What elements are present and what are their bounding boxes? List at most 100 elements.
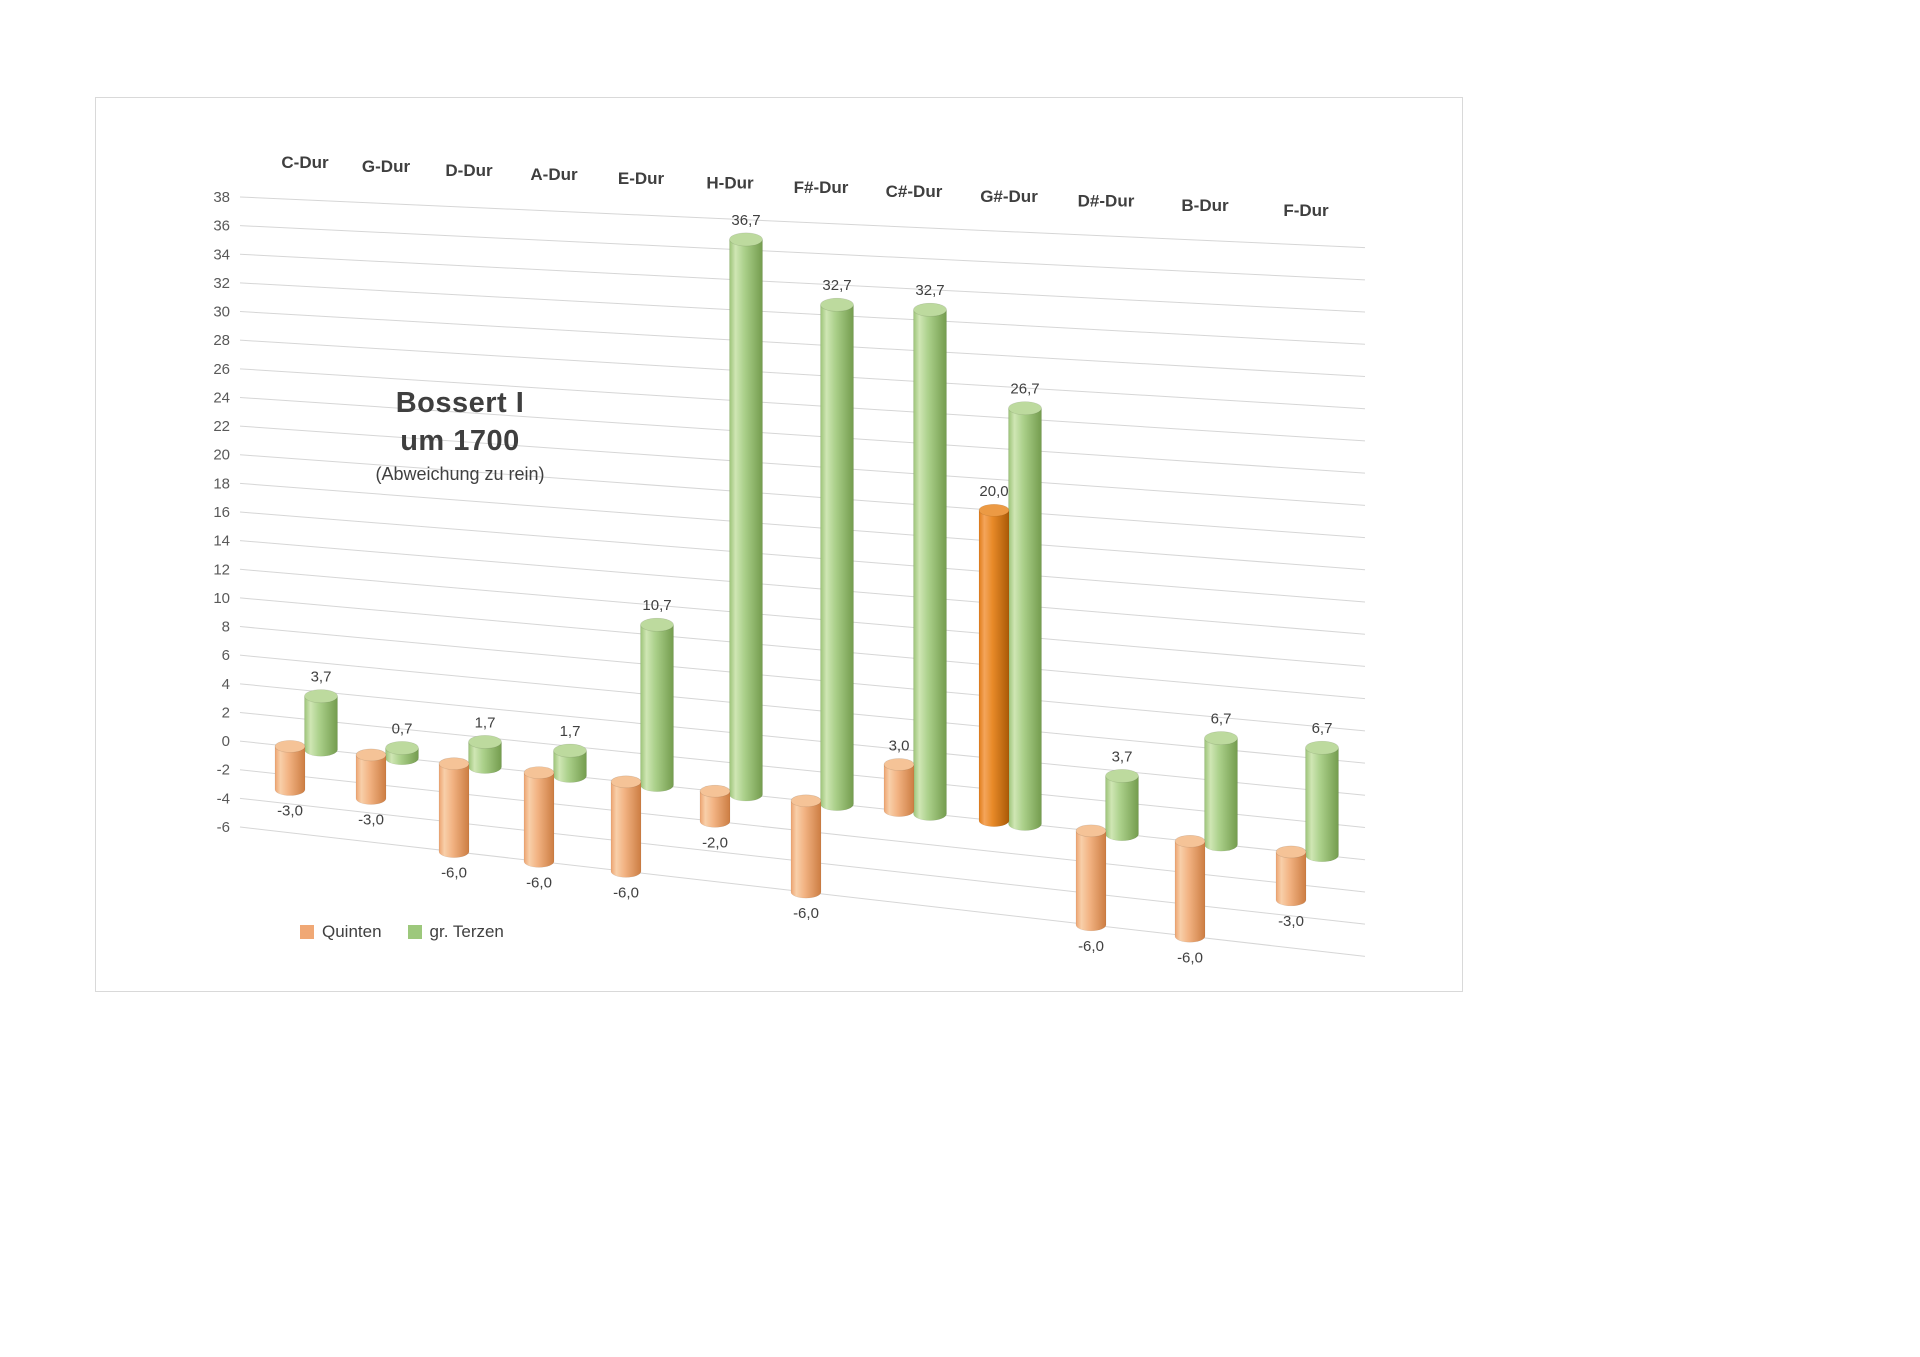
svg-text:1,7: 1,7	[475, 714, 496, 731]
svg-text:8: 8	[222, 619, 230, 636]
svg-text:C#-Dur: C#-Dur	[886, 182, 943, 201]
svg-text:20,0: 20,0	[979, 483, 1008, 500]
legend-item-quinten: Quinten	[300, 922, 382, 942]
svg-text:3,7: 3,7	[1112, 748, 1133, 765]
svg-text:-6,0: -6,0	[1078, 938, 1104, 955]
bar-quinten-H-Dur	[699, 784, 731, 828]
svg-text:10: 10	[213, 590, 230, 607]
svg-text:-6,0: -6,0	[1177, 949, 1203, 966]
svg-text:-6,0: -6,0	[441, 865, 467, 882]
svg-text:H-Dur: H-Dur	[706, 173, 754, 192]
bar-terzen-H-Dur	[729, 232, 763, 802]
svg-text:3,7: 3,7	[311, 669, 332, 686]
bar-quinten-G#-Dur	[978, 503, 1010, 827]
svg-text:6: 6	[222, 647, 230, 664]
gridline	[239, 368, 1366, 442]
gridline	[239, 425, 1366, 506]
bar-terzen-A-Dur	[553, 743, 587, 783]
svg-text:-6,0: -6,0	[526, 874, 552, 891]
svg-text:12: 12	[213, 561, 230, 578]
gridline	[239, 311, 1366, 377]
svg-text:30: 30	[213, 304, 230, 321]
bar-terzen-G-Dur	[385, 741, 419, 766]
svg-text:36: 36	[213, 218, 230, 235]
svg-text:16: 16	[213, 504, 230, 521]
legend-label-quinten: Quinten	[322, 922, 382, 941]
bar-quinten-E-Dur	[610, 775, 642, 878]
svg-text:26: 26	[213, 361, 230, 378]
svg-text:32,7: 32,7	[915, 282, 944, 299]
svg-text:34: 34	[213, 246, 230, 263]
bars	[274, 232, 1339, 943]
svg-text:-3,0: -3,0	[358, 811, 384, 828]
legend-label-terzen: gr. Terzen	[429, 922, 504, 941]
svg-text:0,7: 0,7	[392, 720, 413, 737]
svg-text:-2,0: -2,0	[702, 834, 728, 851]
svg-text:18: 18	[213, 475, 230, 492]
legend-swatch-terzen-icon	[407, 925, 422, 939]
bar-terzen-C#-Dur	[913, 302, 947, 821]
bar-terzen-B-Dur	[1204, 731, 1238, 852]
svg-text:3,0: 3,0	[889, 737, 910, 754]
svg-text:B-Dur: B-Dur	[1181, 196, 1229, 215]
y-axis-labels: -6-4-20246810121416182022242628303234363…	[213, 189, 230, 836]
gridline	[239, 711, 1366, 829]
bar-terzen-D-Dur	[468, 735, 502, 774]
chart-subtitle: (Abweichung zu rein)	[375, 464, 545, 484]
svg-text:F#-Dur: F#-Dur	[794, 178, 849, 197]
svg-text:-2: -2	[217, 762, 230, 779]
svg-text:32: 32	[213, 275, 230, 292]
bar-quinten-A-Dur	[523, 766, 555, 868]
legend-item-terzen: gr. Terzen	[407, 922, 504, 942]
gridline	[239, 683, 1366, 796]
chart-title-line1: Bossert I	[395, 387, 525, 419]
chart-title-line2: um 1700	[400, 425, 520, 457]
svg-text:1,7: 1,7	[560, 723, 581, 740]
chart-legend: Quinten gr. Terzen	[300, 922, 504, 942]
gridline	[239, 225, 1366, 281]
bar-terzen-F#-Dur	[820, 297, 854, 811]
bar-quinten-G-Dur	[355, 748, 387, 805]
chart-title-block: Bossert I um 1700 (Abweichung zu rein)	[310, 384, 610, 485]
gridline	[239, 396, 1366, 474]
bar-terzen-D#-Dur	[1105, 769, 1139, 841]
svg-text:28: 28	[213, 332, 230, 349]
bar-quinten-D#-Dur	[1075, 824, 1107, 932]
bar-terzen-G#-Dur	[1008, 401, 1042, 831]
gridline	[239, 454, 1366, 539]
bar-quinten-F-Dur	[1275, 845, 1307, 907]
bar-terzen-E-Dur	[640, 617, 674, 792]
bar-terzen-C-Dur	[304, 689, 338, 757]
svg-text:24: 24	[213, 389, 230, 406]
gridline	[239, 654, 1366, 764]
bar-quinten-C#-Dur	[883, 758, 915, 817]
svg-text:10,7: 10,7	[642, 597, 671, 614]
svg-text:20: 20	[213, 447, 230, 464]
gridline	[239, 626, 1366, 732]
svg-text:14: 14	[213, 533, 230, 550]
gridline	[239, 196, 1366, 249]
bar-quinten-C-Dur	[274, 740, 306, 796]
svg-text:F-Dur: F-Dur	[1283, 201, 1329, 220]
legend-swatch-quinten-icon	[300, 925, 314, 939]
svg-text:32,7: 32,7	[822, 277, 851, 294]
svg-text:36,7: 36,7	[731, 212, 760, 229]
svg-text:-6: -6	[217, 819, 230, 836]
svg-text:A-Dur: A-Dur	[530, 165, 578, 184]
svg-text:G#-Dur: G#-Dur	[980, 187, 1038, 206]
gridline	[239, 597, 1366, 700]
gridline	[239, 540, 1366, 635]
svg-text:E-Dur: E-Dur	[618, 169, 665, 188]
bar-quinten-F#-Dur	[790, 794, 822, 899]
gridline	[239, 511, 1366, 603]
svg-text:38: 38	[213, 189, 230, 206]
svg-text:-4: -4	[217, 790, 230, 807]
value-labels: 3,7 -3,0 0,7 -3,0 1,7 -6,0 1,7 -6,0 10,7 -6,0 36,7…	[277, 212, 1332, 966]
svg-text:D#-Dur: D#-Dur	[1078, 191, 1135, 210]
svg-text:-3,0: -3,0	[277, 803, 303, 820]
svg-text:-6,0: -6,0	[793, 905, 819, 922]
svg-text:0: 0	[222, 733, 230, 750]
gridline	[239, 253, 1366, 313]
bar-quinten-D-Dur	[438, 757, 470, 858]
bar-quinten-B-Dur	[1174, 834, 1206, 943]
